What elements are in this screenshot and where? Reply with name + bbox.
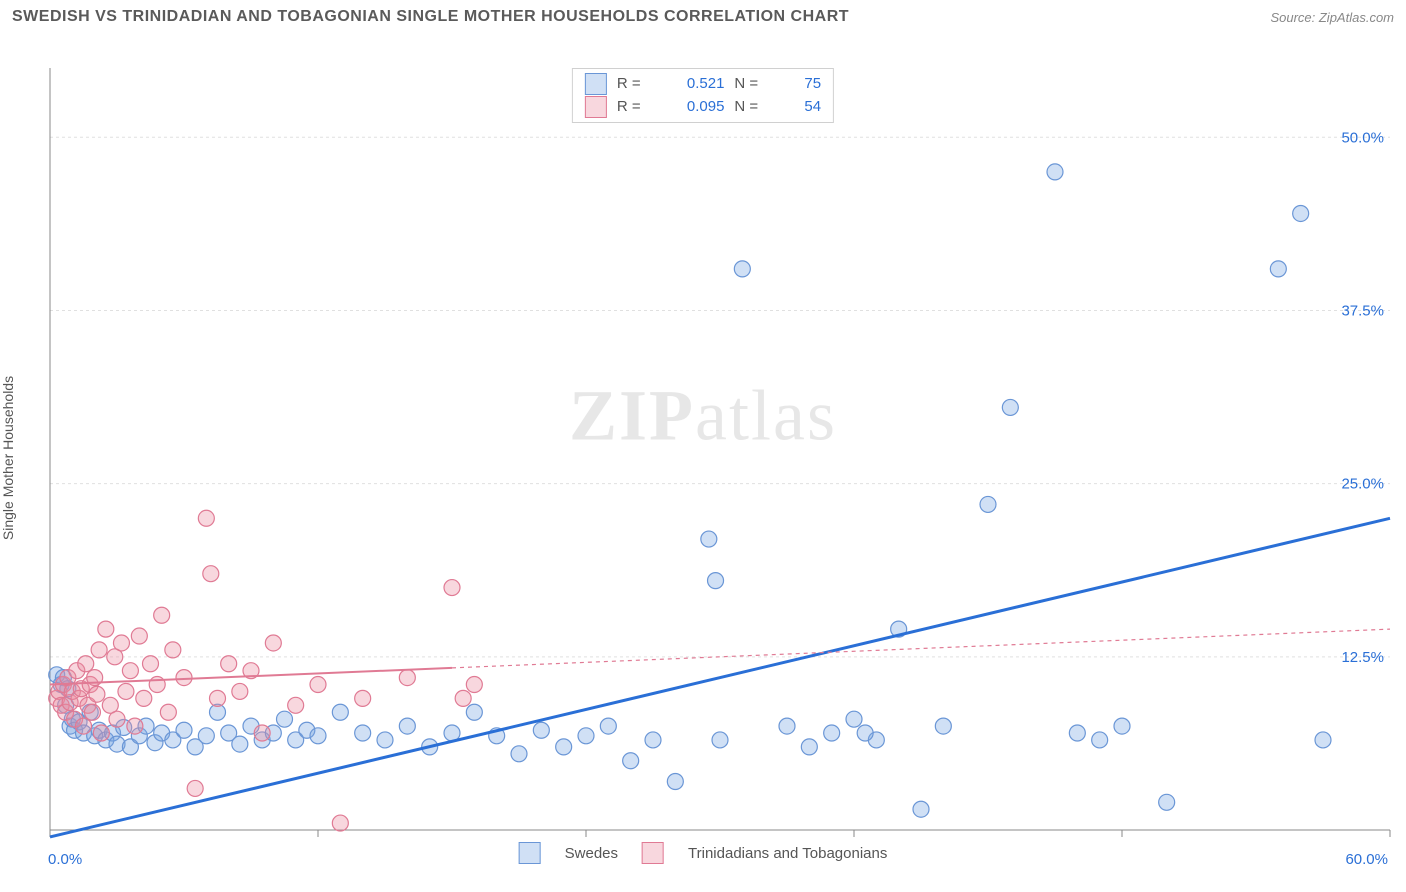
- n-value-swedes: 75: [804, 73, 821, 96]
- stats-row-swedes: R = 0.521 N = 75: [585, 73, 821, 96]
- swatch-swedes: [585, 73, 607, 95]
- swatch-trinidad: [585, 96, 607, 118]
- legend-label-trinidad: Trinidadians and Tobagonians: [688, 845, 887, 862]
- svg-text:50.0%: 50.0%: [1341, 129, 1384, 146]
- x-axis-max-label: 60.0%: [1345, 851, 1388, 868]
- legend-label-swedes: Swedes: [565, 845, 618, 862]
- r-value-trinidad: 0.095: [687, 96, 725, 119]
- legend-swatch-trinidad: [642, 842, 664, 864]
- stats-legend: R = 0.521 N = 75 R = 0.095 N = 54: [572, 68, 834, 123]
- source-attribution: Source: ZipAtlas.com: [1270, 10, 1394, 25]
- legend-swatch-swedes: [519, 842, 541, 864]
- svg-text:25.0%: 25.0%: [1341, 476, 1384, 493]
- r-label: R =: [617, 73, 677, 96]
- header: SWEDISH VS TRINIDADIAN AND TOBAGONIAN SI…: [0, 0, 1406, 30]
- x-axis-min-label: 0.0%: [48, 851, 82, 868]
- n-label: N =: [734, 96, 794, 119]
- y-axis-label: Single Mother Households: [0, 376, 16, 540]
- n-label: N =: [734, 73, 794, 96]
- svg-text:12.5%: 12.5%: [1341, 649, 1384, 666]
- n-value-trinidad: 54: [804, 96, 821, 119]
- chart-container: Single Mother Households ZIPatlas 12.5%2…: [0, 30, 1406, 870]
- r-label: R =: [617, 96, 677, 119]
- stats-row-trinidad: R = 0.095 N = 54: [585, 96, 821, 119]
- scatter-chart: 12.5% 25.0% 37.5% 50.0%: [0, 30, 1406, 870]
- series-legend: Swedes Trinidadians and Tobagonians: [519, 842, 888, 864]
- svg-text:37.5%: 37.5%: [1341, 302, 1384, 319]
- r-value-swedes: 0.521: [687, 73, 725, 96]
- chart-title: SWEDISH VS TRINIDADIAN AND TOBAGONIAN SI…: [12, 8, 849, 26]
